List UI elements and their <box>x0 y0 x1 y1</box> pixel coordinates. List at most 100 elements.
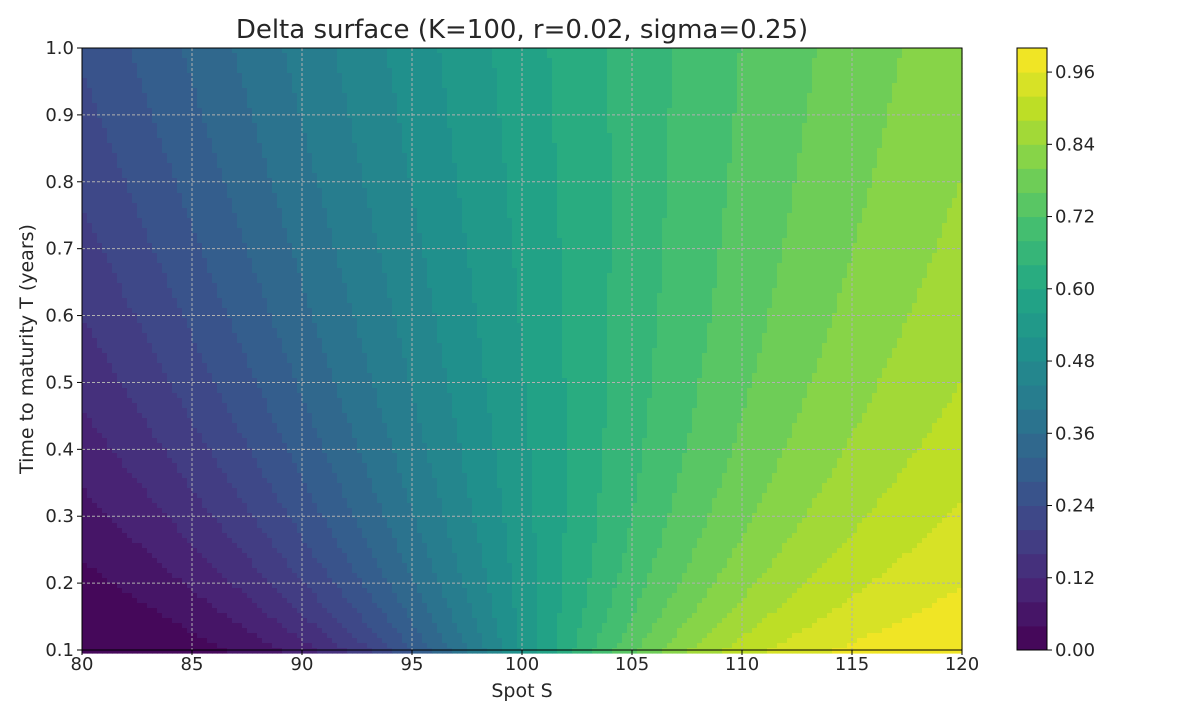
contour-cell <box>472 93 478 99</box>
contour-cell <box>882 113 888 119</box>
contour-cell <box>942 168 948 174</box>
contour-cell <box>722 83 728 89</box>
contour-cell <box>862 73 868 79</box>
contour-cell <box>447 138 453 144</box>
contour-cell <box>287 138 293 144</box>
contour-cell <box>817 48 823 54</box>
contour-cell <box>272 68 278 74</box>
contour-cell <box>562 178 568 184</box>
contour-cell <box>337 168 343 174</box>
contour-cell <box>897 103 903 109</box>
contour-cell <box>697 118 703 124</box>
contour-cell <box>162 113 168 119</box>
contour-cell <box>477 148 483 154</box>
contour-cell <box>752 148 758 154</box>
contour-cell <box>682 73 688 79</box>
contour-cell <box>622 128 628 134</box>
contour-cell <box>707 123 713 129</box>
contour-cell <box>292 48 298 54</box>
contour-cell <box>742 143 748 149</box>
contour-cell <box>322 113 328 119</box>
contour-cell <box>287 83 293 89</box>
contour-cell <box>152 188 158 194</box>
contour-cell <box>832 158 838 164</box>
contour-cell <box>917 78 923 84</box>
contour-cell <box>882 168 888 174</box>
contour-cell <box>907 83 913 89</box>
contour-cell <box>787 143 793 149</box>
contour-cell <box>307 108 313 114</box>
contour-cell <box>482 143 488 149</box>
contour-cell <box>347 48 353 54</box>
contour-cell <box>562 133 568 139</box>
contour-cell <box>577 88 583 94</box>
contour-cell <box>482 118 488 124</box>
contour-cell <box>522 68 528 74</box>
contour-cell <box>332 108 338 114</box>
contour-cell <box>702 48 708 54</box>
contour-cell <box>102 128 108 134</box>
contour-cell <box>927 113 933 119</box>
contour-cell <box>132 98 138 104</box>
contour-cell <box>907 113 913 119</box>
contour-cell <box>202 93 208 99</box>
contour-cell <box>97 108 103 114</box>
contour-cell <box>857 53 863 59</box>
contour-cell <box>567 128 573 134</box>
contour-cell <box>822 148 828 154</box>
contour-cell <box>157 103 163 109</box>
contour-cell <box>462 108 468 114</box>
contour-cell <box>257 133 263 139</box>
contour-cell <box>897 83 903 89</box>
contour-cell <box>677 118 683 124</box>
contour-cell <box>417 98 423 104</box>
contour-cell <box>527 93 533 99</box>
contour-cell <box>337 48 343 54</box>
contour-cell <box>417 113 423 119</box>
contour-cell <box>227 78 233 84</box>
contour-cell <box>352 168 358 174</box>
contour-cell <box>697 53 703 59</box>
contour-cell <box>852 133 858 139</box>
contour-cell <box>182 83 188 89</box>
contour-cell <box>412 63 418 69</box>
contour-cell <box>287 73 293 79</box>
contour-cell <box>302 143 308 149</box>
contour-cell <box>667 123 673 129</box>
contour-cell <box>262 93 268 99</box>
contour-cell <box>427 63 433 69</box>
contour-cell <box>437 113 443 119</box>
contour-cell <box>257 88 263 94</box>
contour-cell <box>452 148 458 154</box>
contour-cell <box>362 78 368 84</box>
contour-cell <box>507 158 513 164</box>
contour-cell <box>242 108 248 114</box>
contour-cell <box>817 123 823 129</box>
contour-cell <box>472 53 478 59</box>
contour-cell <box>617 58 623 64</box>
contour-cell <box>277 118 283 124</box>
contour-cell <box>617 93 623 99</box>
contour-cell <box>647 83 653 89</box>
contour-cell <box>837 133 843 139</box>
contour-cell <box>207 128 213 134</box>
contour-cell <box>462 68 468 74</box>
contour-cell <box>177 148 183 154</box>
contour-cell <box>267 68 273 74</box>
contour-cell <box>807 63 813 69</box>
contour-cell <box>422 88 428 94</box>
contour-cell <box>622 78 628 84</box>
contour-cell <box>742 63 748 69</box>
contour-cell <box>932 53 938 59</box>
contour-cell <box>687 163 693 169</box>
contour-cell <box>282 53 288 59</box>
contour-cell <box>507 123 513 129</box>
contour-cell <box>907 108 913 114</box>
contour-cell <box>497 123 503 129</box>
contour-cell <box>667 168 673 174</box>
contour-cell <box>897 123 903 129</box>
contour-cell <box>107 88 113 94</box>
contour-cell <box>107 58 113 64</box>
contour-cell <box>647 58 653 64</box>
contour-cell <box>922 83 928 89</box>
